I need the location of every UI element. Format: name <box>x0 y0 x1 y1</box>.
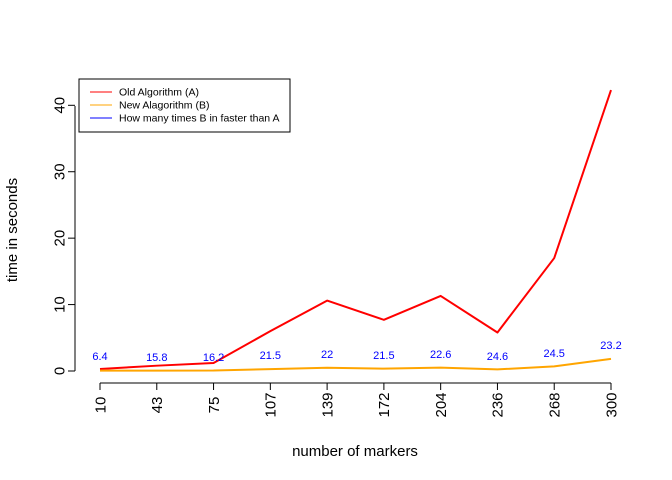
legend-label-speedup: How many times B in faster than A <box>119 113 279 125</box>
legend-label-old-algorithm: Old Algorithm (A) <box>119 87 199 99</box>
y-ticks: 0 10 20 30 40 <box>51 97 75 375</box>
x-tick-label: 204 <box>433 392 450 417</box>
x-tick-label: 236 <box>490 392 507 417</box>
x-tick-label: 300 <box>603 392 620 417</box>
legend-label-new-algorithm: New Alagorithm (B) <box>119 100 209 112</box>
series-line-old-algorithm <box>99 89 612 371</box>
ratio-label: 24.6 <box>487 351 508 363</box>
y-axis-title: time in seconds <box>4 178 21 282</box>
x-tick-label: 75 <box>206 397 223 414</box>
y-tick-label: 20 <box>51 230 68 247</box>
series-lines <box>99 89 612 372</box>
legend-box <box>78 78 291 133</box>
x-ticks: 10 43 75 107 139 172 204 236 268 300 <box>92 383 620 418</box>
x-tick-label: 107 <box>263 392 280 417</box>
x-tick-label: 10 <box>92 397 109 414</box>
ratio-labels: 6.4 15.8 16.2 21.5 22 21.5 22.6 24.6 24.5 23.2 <box>92 340 621 364</box>
x-axis-title: number of markers <box>292 443 418 460</box>
ratio-label: 6.4 <box>92 351 107 363</box>
x-tick-label: 139 <box>319 392 336 417</box>
ratio-label: 24.5 <box>544 348 565 360</box>
ratio-label: 23.2 <box>600 340 621 352</box>
x-tick-label: 43 <box>149 397 166 414</box>
ratio-label: 22 <box>321 349 333 361</box>
series-line-new-algorithm <box>100 357 612 372</box>
y-tick-label: 40 <box>51 97 68 114</box>
ratio-label: 15.8 <box>146 352 167 364</box>
x-tick-label: 172 <box>376 392 393 417</box>
x-tick-label: 268 <box>546 392 563 417</box>
ratio-label: 16.2 <box>203 352 224 364</box>
ratio-label: 21.5 <box>260 350 281 362</box>
ratio-label: 22.6 <box>430 349 451 361</box>
y-tick-label: 10 <box>51 296 68 313</box>
legend: Old Algorithm (A) New Alagorithm (B) How… <box>78 78 291 133</box>
y-tick-label: 0 <box>51 367 68 375</box>
axes: 0 10 20 30 40 10 43 75 107 139 172 204 236 268 300 nu… <box>4 97 620 460</box>
y-tick-label: 30 <box>51 163 68 180</box>
ratio-label: 21.5 <box>373 350 394 362</box>
